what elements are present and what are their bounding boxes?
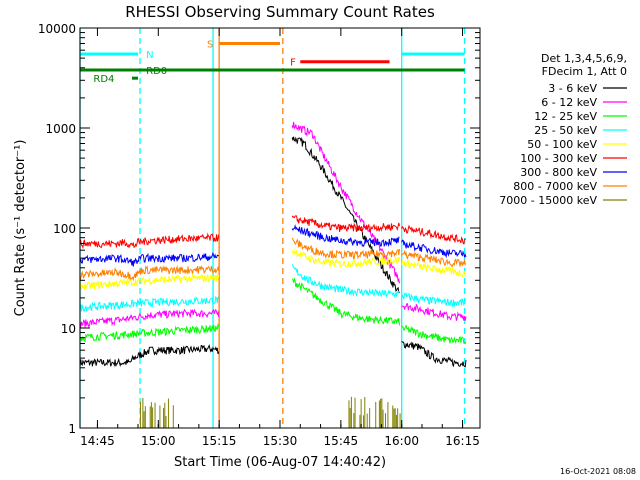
series-line-6-b: [291, 224, 400, 248]
legend-label-2: 12 - 25 keV: [534, 110, 597, 123]
series-line-5-b: [291, 215, 400, 233]
x-tick-label-5: 16:00: [384, 434, 419, 448]
y-axis-label: Count Rate (s⁻¹ detector⁻¹): [13, 140, 28, 317]
state-label-4: RD0: [146, 66, 167, 77]
x-tick-label-3: 15:30: [263, 434, 298, 448]
series-line-4-b: [291, 249, 400, 269]
x-tick-label-1: 15:00: [141, 434, 176, 448]
x-axis-label: Start Time (06-Aug-07 14:40:42): [174, 455, 386, 470]
series-line-5-a: [79, 232, 220, 250]
series-line-1-a: [79, 308, 220, 329]
legend-label-7: 800 - 7000 keV: [513, 180, 597, 193]
series-line-2-a: [79, 323, 220, 343]
y-tick-label-3: 1000: [45, 122, 76, 136]
series-line-5-c: [401, 224, 467, 245]
series-line-6-c: [401, 239, 467, 259]
chart-title: RHESSI Observing Summary Count Rates: [125, 3, 435, 21]
legend-label-8: 7000 - 15000 keV: [499, 194, 597, 207]
legend-header-0: Det 1,3,4,5,6,9,: [541, 52, 627, 65]
legend-label-3: 25 - 50 keV: [534, 124, 597, 137]
y-tick-label-0: 1: [68, 422, 76, 436]
y-tick-label-2: 100: [53, 222, 76, 236]
series-line-7-c: [401, 249, 467, 268]
legend-label-4: 50 - 100 keV: [527, 138, 597, 151]
series-line-1-c: [401, 303, 467, 321]
legend-label-0: 3 - 6 keV: [548, 82, 597, 95]
series-line-4-c: [401, 259, 466, 278]
legend-header-1: FDecim 1, Att 0: [542, 65, 627, 78]
legend-label-5: 100 - 300 keV: [520, 152, 597, 165]
series-line-2-c: [401, 324, 467, 345]
state-label-0: N: [146, 50, 153, 61]
series-line-0-a: [79, 344, 220, 368]
series-line-3-b: [291, 264, 400, 298]
series-line-7-b: [291, 237, 400, 260]
legend: Det 1,3,4,5,6,9,FDecim 1, Att 0 3 - 6 keV…: [499, 52, 627, 207]
series-line-1-b: [291, 121, 400, 284]
x-tick-label-4: 15:45: [324, 434, 359, 448]
series-line-7-a: [79, 264, 220, 282]
y-tick-label-4: 10000: [38, 22, 76, 36]
state-label-3: F: [290, 58, 296, 69]
legend-label-6: 300 - 800 keV: [520, 166, 597, 179]
x-tick-label-2: 15:15: [202, 434, 237, 448]
series-line-3-c: [401, 291, 467, 308]
y-axis: 1 10 100 1000 10000: [38, 22, 480, 436]
footer-date: 16-Oct-2021 08:08: [560, 467, 636, 476]
series-line-2-b: [291, 277, 400, 326]
x-axis: 14:45 15:00 15:15 15:30 15:45 16:00 16:15: [80, 28, 480, 448]
x-tick-label-0: 14:45: [80, 434, 115, 448]
x-tick-label-6: 16:15: [445, 434, 480, 448]
state-label-5: RD4: [93, 74, 114, 85]
y-tick-label-1: 10: [61, 322, 76, 336]
series-line-3-a: [79, 295, 220, 312]
series-line-0-c: [401, 341, 467, 368]
legend-label-1: 6 - 12 keV: [541, 96, 597, 109]
plot-area: N S F RD0 RD4: [79, 27, 481, 429]
series-line-6-a: [79, 251, 219, 267]
series-line-4-a: [79, 273, 220, 291]
state-label-2: S: [207, 39, 213, 50]
series-line-0-b: [291, 136, 400, 294]
